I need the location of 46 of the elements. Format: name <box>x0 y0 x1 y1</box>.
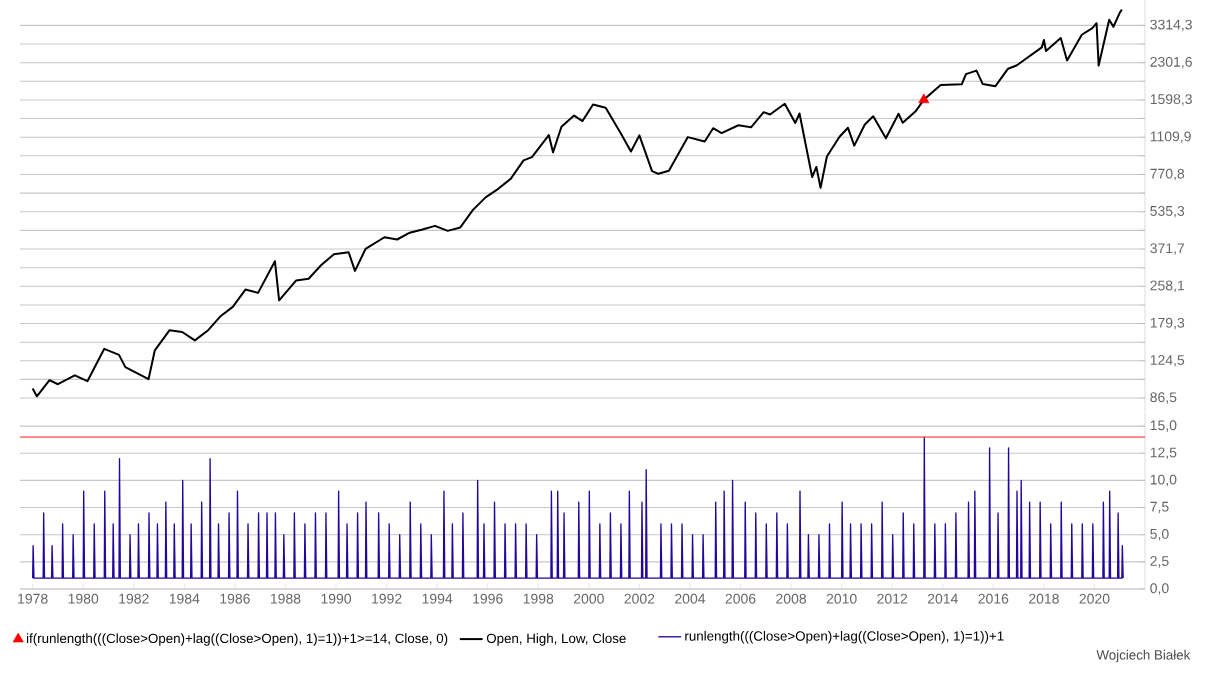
y-tick-label: 124,5 <box>1150 355 1185 367</box>
y-tick-label: 3314,3 <box>1150 19 1192 32</box>
y-tick-label: 1598,3 <box>1150 94 1192 106</box>
y-tick-label: 86,5 <box>1150 392 1177 404</box>
y-tick-label: 371,7 <box>1150 243 1185 255</box>
x-tick-label: 2010 <box>826 593 857 604</box>
x-tick-label: 1990 <box>321 593 352 604</box>
y-tick-label: 770,8 <box>1150 168 1185 181</box>
x-tick-label: 2002 <box>624 593 655 604</box>
y-tick-label: 2,5 <box>1150 556 1169 568</box>
x-tick-label: 2016 <box>978 593 1009 604</box>
x-tick-label: 1992 <box>372 593 402 604</box>
y-tick-label: 7,5 <box>1150 501 1169 514</box>
x-tick-label: 2018 <box>1029 593 1059 604</box>
x-tick-label: 1978 <box>18 593 48 604</box>
x-tick-label: 2004 <box>675 593 706 604</box>
x-tick-label: 1986 <box>220 593 250 604</box>
x-tick-label: 1996 <box>473 593 503 604</box>
text: Wojciech Białek <box>1096 649 1191 663</box>
x-tick-label: 1994 <box>422 593 453 604</box>
x-tick-label: 2006 <box>725 593 756 604</box>
x-tick-label: 2008 <box>776 593 807 604</box>
x-tick-label: 1998 <box>523 593 554 604</box>
x-tick-label: 1982 <box>119 593 149 604</box>
y-tick-label: 0,0 <box>1150 583 1169 595</box>
legend-label: runlength(((Close>Open)+lag((Close>Open), 1)=1))+1 <box>685 630 1004 644</box>
x-tick-label: 2012 <box>877 593 908 604</box>
y-tick-label: 2301,6 <box>1150 56 1192 69</box>
y-tick-label: 12,5 <box>1150 447 1177 460</box>
x-tick-label: 2014 <box>927 593 958 604</box>
y-tick-label: 1109,9 <box>1150 131 1191 144</box>
line-series <box>31 8 1123 398</box>
x-tick-label: 1988 <box>270 593 301 604</box>
legend-label: Open, High, Low, Close <box>486 633 626 646</box>
line-series <box>31 436 1124 579</box>
x-tick-label: 2020 <box>1079 593 1110 604</box>
x-tick-label: 1984 <box>169 593 200 604</box>
x-tick-label: 1980 <box>68 593 99 604</box>
legend-label: if(runlength(((Close>Open)+lag((Close>Open), 1)=1))+1>=14, Close, 0) <box>26 633 448 646</box>
y-tick-label: 10,0 <box>1150 474 1177 487</box>
y-tick-label: 5,0 <box>1150 528 1169 541</box>
x-tick-label: 2000 <box>573 593 604 604</box>
y-tick-label: 179,3 <box>1150 317 1185 330</box>
y-tick-label: 15,0 <box>1150 420 1177 432</box>
y-tick-label: 258,1 <box>1150 280 1185 293</box>
y-tick-label: 535,3 <box>1150 205 1185 218</box>
